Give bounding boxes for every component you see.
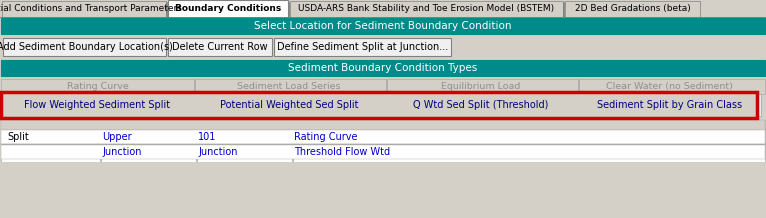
Bar bbox=[0, 17, 766, 18]
Bar bbox=[168, 38, 272, 56]
Text: Define Sediment Split at Junction...: Define Sediment Split at Junction... bbox=[277, 42, 448, 52]
Bar bbox=[1, 120, 765, 162]
Bar bbox=[290, 1, 563, 17]
Bar bbox=[194, 79, 195, 94]
Text: Boundary Conditions: Boundary Conditions bbox=[175, 4, 281, 13]
Text: Split: Split bbox=[7, 132, 29, 142]
Bar bbox=[563, 2, 564, 17]
Bar bbox=[3, 94, 192, 116]
Bar bbox=[386, 94, 576, 116]
Text: 101: 101 bbox=[198, 132, 216, 142]
Bar bbox=[168, 0, 288, 18]
Text: Select Location for Sediment Boundary Condition: Select Location for Sediment Boundary Co… bbox=[254, 21, 512, 31]
Bar bbox=[578, 79, 579, 94]
Bar bbox=[1, 92, 757, 118]
Bar bbox=[1, 60, 765, 76]
Bar bbox=[166, 2, 167, 17]
Bar bbox=[194, 94, 195, 116]
Text: Upper: Upper bbox=[102, 132, 132, 142]
Text: Threshold Flow Wtd: Threshold Flow Wtd bbox=[294, 147, 390, 157]
Text: Junction: Junction bbox=[198, 147, 237, 157]
Bar bbox=[1, 145, 765, 159]
Bar bbox=[1, 79, 765, 94]
Bar bbox=[292, 120, 293, 162]
Bar bbox=[1, 120, 765, 130]
Bar bbox=[2, 1, 166, 17]
Bar bbox=[3, 38, 166, 56]
Bar bbox=[0, 0, 766, 17]
Text: Clear Water (no Sediment): Clear Water (no Sediment) bbox=[606, 82, 733, 91]
Bar bbox=[288, 2, 289, 17]
Text: 2D Bed Gradations (beta): 2D Bed Gradations (beta) bbox=[574, 4, 690, 13]
Bar bbox=[578, 94, 579, 116]
Text: Rating Curve: Rating Curve bbox=[67, 82, 129, 91]
Bar bbox=[1, 130, 765, 144]
Text: Sediment Boundary Condition Types: Sediment Boundary Condition Types bbox=[288, 63, 478, 73]
Bar bbox=[194, 94, 384, 116]
Bar bbox=[274, 38, 451, 56]
Text: Potential Weighted Sed Split: Potential Weighted Sed Split bbox=[220, 100, 358, 110]
Text: Rating Curve: Rating Curve bbox=[294, 132, 358, 142]
Bar bbox=[578, 94, 761, 116]
Text: Add Sediment Boundary Location(s): Add Sediment Boundary Location(s) bbox=[0, 42, 172, 52]
Text: Q Wtd Sed Split (Threshold): Q Wtd Sed Split (Threshold) bbox=[414, 100, 548, 110]
Text: Sediment Load Series: Sediment Load Series bbox=[237, 82, 341, 91]
Bar bbox=[386, 94, 387, 116]
Text: Equilibrium Load: Equilibrium Load bbox=[441, 82, 521, 91]
Bar bbox=[0, 162, 766, 218]
Bar bbox=[1, 18, 765, 34]
Bar bbox=[196, 120, 197, 162]
Text: Initial Conditions and Transport Parameters: Initial Conditions and Transport Paramet… bbox=[0, 4, 182, 13]
Bar bbox=[100, 120, 101, 162]
Text: Sediment Split by Grain Class: Sediment Split by Grain Class bbox=[597, 100, 742, 110]
Text: Delete Current Row: Delete Current Row bbox=[172, 42, 268, 52]
Text: USDA-ARS Bank Stability and Toe Erosion Model (BSTEM): USDA-ARS Bank Stability and Toe Erosion … bbox=[299, 4, 555, 13]
Bar bbox=[565, 1, 700, 17]
Bar bbox=[386, 79, 387, 94]
Text: Flow Weighted Sediment Split: Flow Weighted Sediment Split bbox=[25, 100, 171, 110]
Bar bbox=[1, 144, 765, 145]
Text: Junction: Junction bbox=[102, 147, 142, 157]
